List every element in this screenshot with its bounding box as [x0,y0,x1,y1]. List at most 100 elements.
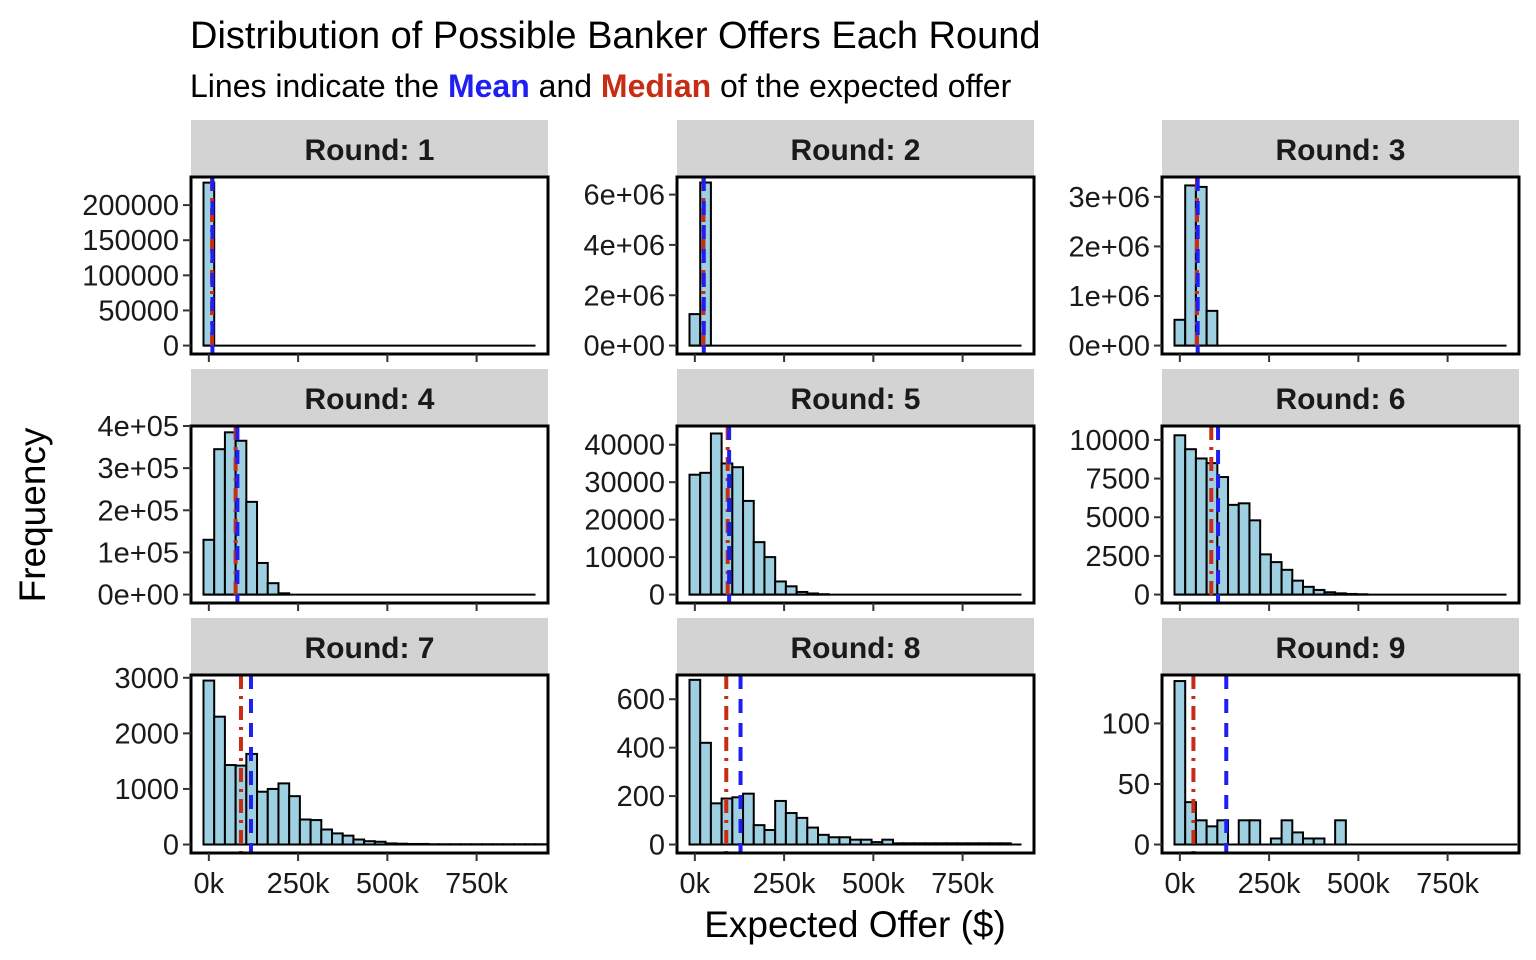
y-tick-label: 0e+00 [1069,331,1150,363]
facet-panel-9: Round: 9 0 50 100 0k 250k 500k 750k [1102,618,1521,900]
histogram-bar [245,500,259,596]
histogram-bar [742,499,755,596]
subtitle-median-label: Median [601,68,711,104]
histogram-bar [298,818,312,846]
y-tick-label: 10000 [584,542,665,574]
histogram-bar [331,832,344,846]
histogram-bar [838,836,852,846]
histogram-bar [1205,825,1219,846]
x-tick-label: 0k [1165,868,1196,900]
x-tick-label: 250k [267,868,330,900]
x-tick-label: 250k [753,868,816,900]
histogram-bar [1248,519,1262,596]
histogram-bar [784,585,798,596]
facet-strip-label: Round: 7 [305,632,435,665]
histogram-bar [213,715,226,846]
histogram-bar [277,782,291,846]
histogram-bar [1291,579,1305,596]
histogram-bar [1248,819,1262,846]
panel-border [675,673,1036,855]
y-tick-label: 6e+06 [584,180,665,212]
facet-strip [191,369,548,426]
histogram-bar [1184,448,1197,596]
histogram-bar [752,824,766,846]
facet-strip-label: Round: 2 [791,134,921,167]
facet-strip-label: Round: 9 [1276,632,1406,665]
y-tick-label: 0 [649,580,665,612]
histogram-bar [1173,318,1187,347]
histogram-bar [1184,184,1197,347]
y-tick-label: 0 [649,830,665,862]
y-tick-label: 2e+05 [98,495,179,527]
facet-strip [677,618,1034,675]
histogram-bar [1173,434,1187,596]
histogram-bar [1227,503,1240,596]
y-tick-label: 2e+06 [584,280,665,312]
histogram-bar [1194,819,1208,846]
histogram-bar [213,448,226,596]
x-tick-label: 0k [680,868,711,900]
y-tick-label: 1e+05 [98,537,179,569]
histogram-bar [1334,819,1347,846]
facet-strip-label: Round: 4 [305,383,435,416]
y-tick-label: 1000 [114,774,179,806]
panel-border [189,175,550,356]
histogram-bar [1280,819,1294,846]
panel-border [1160,175,1521,356]
y-tick-label: 10000 [1069,425,1150,457]
histogram-bar [742,792,755,846]
subtitle-middle: and [530,68,601,104]
panel-border [189,673,550,855]
y-tick-label: 50000 [98,295,179,327]
facet-strip-label: Round: 1 [305,134,435,167]
histogram-bar [202,679,216,846]
histogram-bar [1269,561,1283,596]
facet-panel-5: Round: 5 0 10000 20000 30000 40000 [584,369,1036,612]
y-tick-label: 200000 [82,190,179,222]
facet-panel-7: Round: 7 0 1000 2000 3000 0k 250k 500k 750k [114,618,550,900]
panel-border [675,175,1036,356]
y-axis-title: Frequency [12,427,53,602]
histogram-bar [1237,819,1251,846]
histogram-bar [784,812,798,846]
y-tick-label: 0e+00 [98,580,179,612]
x-tick-label: 750k [931,868,994,900]
facet-strip [191,618,548,675]
y-tick-label: 4e+05 [98,411,179,443]
histogram-bar [1237,502,1251,596]
y-tick-label: 0 [1134,830,1150,862]
y-tick-label: 3e+06 [1069,182,1150,214]
facet-panel-3: Round: 3 0e+00 1e+06 2e+06 3e+06 [1069,120,1521,363]
facet-panel-4: Round: 4 0e+00 1e+05 2e+05 3e+05 4e+05 [98,369,550,612]
y-tick-label: 7500 [1085,464,1150,496]
facet-strip-label: Round: 8 [791,632,921,665]
y-tick-label: 600 [617,684,665,716]
facet-panel-8: Round: 8 0 200 400 600 0k 250k 500k 750k [617,618,1036,900]
histogram-bar [266,787,280,846]
y-tick-label: 1e+06 [1069,281,1150,313]
facet-strip-label: Round: 3 [1276,134,1406,167]
y-tick-label: 2000 [114,718,179,750]
panel-border [675,424,1036,605]
histogram-bar [1291,831,1305,846]
histogram-bar [1259,553,1272,596]
x-tick-label: 500k [842,868,905,900]
histogram-bar [688,473,702,596]
y-tick-label: 2500 [1085,541,1150,573]
y-tick-label: 0 [163,830,179,862]
histogram-bar [1194,457,1208,596]
x-tick-label: 750k [445,868,508,900]
histogram-bar [688,678,702,846]
x-tick-label: 500k [356,868,419,900]
histogram-bar [202,538,216,596]
facet-strip-label: Round: 6 [1276,383,1406,416]
histogram-bar [731,466,745,596]
histogram-bar [709,432,723,596]
histogram-bar [320,828,334,846]
chart-title: Distribution of Possible Banker Offers E… [190,15,1041,57]
histogram-bar [256,790,269,846]
y-tick-label: 0 [163,331,179,363]
histogram-bar [223,764,237,846]
